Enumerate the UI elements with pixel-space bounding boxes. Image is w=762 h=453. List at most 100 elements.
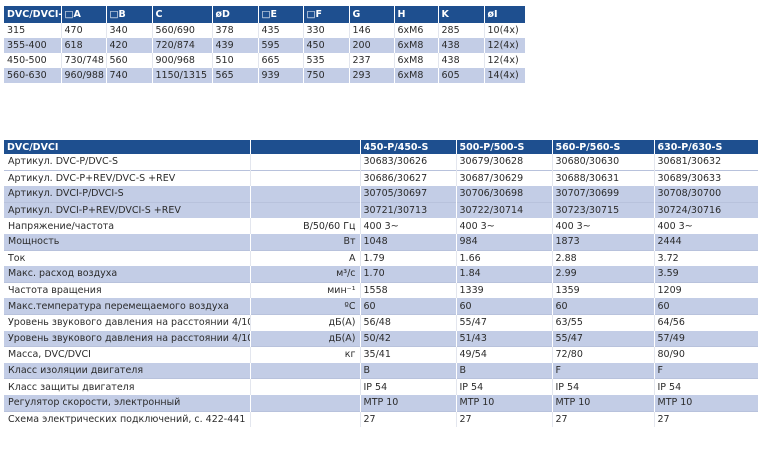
table-cell: 750 — [303, 68, 350, 83]
table-cell: 12(4x) — [484, 38, 525, 53]
value-cell: 30681/30632 — [654, 154, 758, 171]
table-cell: 14(4x) — [484, 68, 525, 83]
table-cell: 237 — [349, 53, 395, 68]
value-cell: IP 54 — [552, 378, 655, 395]
dim-col-header: H — [394, 6, 439, 23]
table-cell: 740 — [106, 68, 153, 83]
table-row: Частота вращения мин⁻¹ 1558 1339 1359 1209 — [4, 281, 758, 299]
value-cell: MTP 10 — [456, 394, 553, 411]
table-row: Класс защиты двигателя IP 54 IP 54 IP 54 IP … — [4, 378, 758, 395]
unit-label — [250, 201, 361, 219]
table-cell: 285 — [438, 23, 485, 38]
dim-col-header: øD — [212, 6, 259, 23]
value-cell: 3.72 — [654, 249, 758, 267]
table-row: Схема электрических подключений, с. 422-… — [4, 410, 758, 428]
specifications-header-row: DVC/DVCI 450-P/450-S 500-P/500-S 560-P/5… — [4, 140, 758, 154]
param-label: Частота вращения — [4, 281, 251, 299]
value-cell: 400 3~ — [360, 218, 457, 234]
param-label: Ток — [4, 249, 251, 267]
value-cell: IP 54 — [360, 378, 457, 395]
value-cell: 1.70 — [360, 266, 457, 283]
unit-label: В/50/60 Гц — [250, 218, 361, 234]
table-cell: 560 — [106, 53, 153, 68]
param-label: Напряжение/частота — [4, 218, 251, 234]
value-cell: 2444 — [654, 233, 758, 251]
table-cell: 6xM8 — [394, 68, 439, 83]
value-cell: 30708/30700 — [654, 186, 758, 203]
param-label: Уровень звукового давления на расстоянии… — [4, 313, 251, 331]
value-cell: 30683/30626 — [360, 154, 457, 171]
dimensions-table: DVC/DVCI-P □A □B C øD □E □F G H K øI 315… — [4, 6, 525, 83]
dim-col-header: DVC/DVCI-P — [4, 6, 62, 23]
unit-label: мин⁻¹ — [250, 281, 361, 299]
table-row: Ток А 1.79 1.66 2.88 3.72 — [4, 249, 758, 267]
table-cell: 200 — [349, 38, 395, 53]
value-cell: 55/47 — [552, 330, 655, 347]
value-cell: 50/42 — [360, 330, 457, 347]
table-cell: 12(4x) — [484, 53, 525, 68]
value-cell: MTP 10 — [654, 394, 758, 411]
table-row: 450-500 730/748 560 900/968 510 665 535 237 6xM8… — [4, 53, 525, 68]
table-cell: 438 — [438, 53, 485, 68]
param-label: Артикул. DVC-P+REV/DVC-S +REV — [4, 169, 251, 187]
value-cell: 1359 — [552, 281, 655, 299]
value-cell: 27 — [552, 410, 655, 428]
value-cell: 400 3~ — [456, 218, 553, 234]
table-cell: 6xM8 — [394, 53, 439, 68]
table-cell: 1150/1315 — [152, 68, 213, 83]
value-cell: 60 — [456, 298, 553, 315]
value-cell: 30721/30713 — [360, 201, 457, 219]
value-cell: 30722/30714 — [456, 201, 553, 219]
value-cell: 30723/30715 — [552, 201, 655, 219]
unit-label: ºC — [250, 298, 361, 315]
dim-col-header: □B — [106, 6, 153, 23]
param-label: Артикул. DVCI-P/DVCI-S — [4, 186, 251, 203]
value-cell: 51/43 — [456, 330, 553, 347]
dim-col-header: C — [152, 6, 213, 23]
value-cell: MTP 10 — [552, 394, 655, 411]
unit-label: дБ(А) — [250, 313, 361, 331]
value-cell: 60 — [552, 298, 655, 315]
unit-label — [250, 154, 361, 171]
value-cell: 984 — [456, 233, 553, 251]
table-cell: 605 — [438, 68, 485, 83]
value-cell: 27 — [456, 410, 553, 428]
table-cell: 435 — [258, 23, 304, 38]
unit-label: Вт — [250, 233, 361, 251]
table-cell: 340 — [106, 23, 153, 38]
value-cell: 30705/30697 — [360, 186, 457, 203]
value-cell: B — [456, 362, 553, 379]
unit-label — [250, 378, 361, 395]
value-cell: 27 — [654, 410, 758, 428]
table-cell: 565 — [212, 68, 259, 83]
table-cell: 420 — [106, 38, 153, 53]
value-cell: 64/56 — [654, 313, 758, 331]
value-cell: 60 — [360, 298, 457, 315]
value-cell: MTP 10 — [360, 394, 457, 411]
table-cell: 330 — [303, 23, 350, 38]
table-cell: 293 — [349, 68, 395, 83]
value-cell: 2.88 — [552, 249, 655, 267]
table-row: Артикул. DVCI-P+REV/DVCI-S +REV 30721/307… — [4, 201, 758, 219]
unit-label: дБ(А) — [250, 330, 361, 347]
param-label: Артикул. DVCI-P+REV/DVCI-S +REV — [4, 201, 251, 219]
value-cell: 30706/30698 — [456, 186, 553, 203]
unit-label — [250, 362, 361, 379]
table-cell: 355-400 — [4, 38, 62, 53]
value-cell: 27 — [360, 410, 457, 428]
dim-col-header: □A — [61, 6, 107, 23]
value-cell: F — [552, 362, 655, 379]
unit-label — [250, 169, 361, 187]
table-row: Класс изоляции двигателя B B F F — [4, 362, 758, 379]
value-cell: 1209 — [654, 281, 758, 299]
unit-label — [250, 186, 361, 203]
spec-col-header: 630-P/630-S — [654, 140, 758, 154]
value-cell: 30688/30631 — [552, 169, 655, 187]
value-cell: IP 54 — [456, 378, 553, 395]
spec-col-header: DVC/DVCI — [4, 140, 251, 154]
unit-label — [250, 410, 361, 428]
table-row: 560-630 960/988 740 1150/1315 565 939 750 293 6x… — [4, 68, 525, 83]
table-cell: 439 — [212, 38, 259, 53]
dim-col-header: □F — [303, 6, 350, 23]
table-row: Артикул. DVCI-P/DVCI-S 30705/30697 30706/3… — [4, 186, 758, 203]
